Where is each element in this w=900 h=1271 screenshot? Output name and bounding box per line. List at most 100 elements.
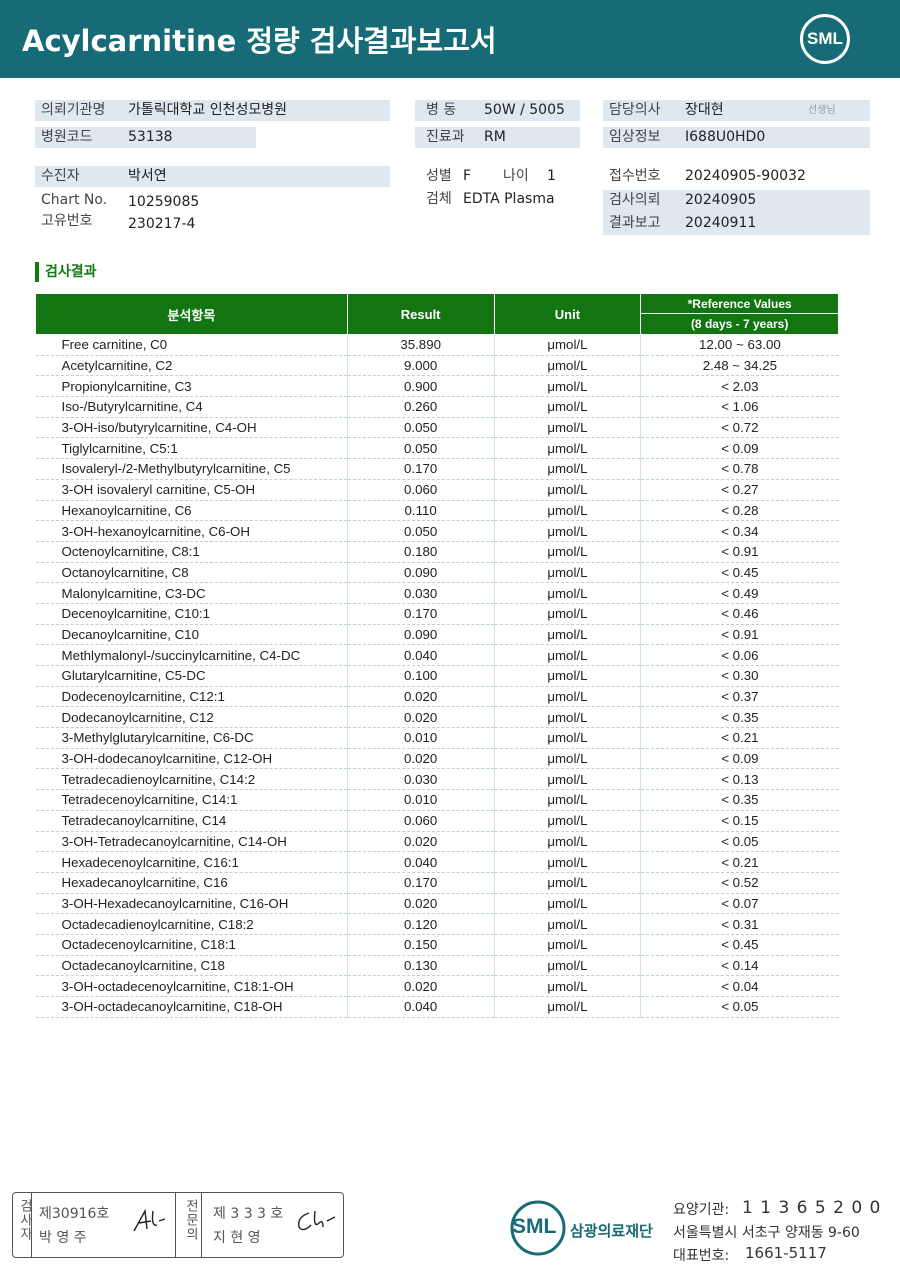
info-value: 50W / 5005 (484, 102, 565, 118)
cell-item: Malonylcarnitine, C3-DC (35, 582, 348, 604)
cell-reference: < 0.27 (640, 479, 839, 501)
table-row: Tiglylcarnitine, C5:1 0.050 μmol/L < 0.09 (35, 437, 839, 460)
company-logo: SML (512, 1215, 557, 1238)
cell-reference: < 0.34 (640, 520, 839, 542)
cell-item: 3-OH isovaleryl carnitine, C5-OH (35, 479, 348, 501)
cell-unit: μmol/L (494, 500, 642, 522)
cell-reference: < 0.07 (640, 893, 839, 915)
info-label: 고유번호 (41, 213, 93, 229)
cell-unit: μmol/L (494, 975, 642, 997)
table-row: 3-OH-Hexadecanoylcarnitine, C16-OH 0.020 μ… (35, 893, 839, 915)
table-row: Propionylcarnitine, C3 0.900 μmol/L < 2.03 (35, 375, 839, 398)
table-body: Free carnitine, C0 35.890 μmol/L 12.00 ~ 63… (35, 334, 839, 1018)
info-label: 임상정보 (609, 129, 661, 145)
cell-item: Glutarylcarnitine, C5-DC (35, 665, 348, 687)
cell-item: Octadecenoylcarnitine, C18:1 (35, 934, 348, 956)
cell-reference: < 0.21 (640, 727, 839, 749)
cell-unit: μmol/L (494, 603, 642, 625)
info-value: 20240905 (685, 192, 757, 208)
table-row: Octenoylcarnitine, C8:1 0.180 μmol/L < 0.91 (35, 541, 839, 563)
care-number: 1 1 3 6 5 2 0 0 (742, 1198, 882, 1218)
cell-result: 0.010 (347, 727, 495, 749)
info-value: I688U0HD0 (685, 129, 766, 145)
table-row: Free carnitine, C0 35.890 μmol/L 12.00 ~ 63… (35, 334, 839, 356)
cell-unit: μmol/L (494, 458, 642, 480)
signer-name: 지 현 영 (213, 1230, 261, 1246)
cell-item: Tetradecenoylcarnitine, C14:1 (35, 789, 348, 811)
cell-result: 35.890 (347, 334, 495, 356)
info-label: 수진자 (41, 168, 80, 184)
table-row: Tetradecadienoylcarnitine, C14:2 0.030 μmo… (35, 768, 839, 791)
info-label: 담당의사 (609, 102, 661, 118)
cell-unit: μmol/L (494, 417, 642, 439)
cell-item: 3-OH-octadecenoylcarnitine, C18:1-OH (35, 975, 348, 997)
info-bar (415, 100, 580, 121)
cell-reference: < 0.14 (640, 955, 839, 977)
cell-result: 0.090 (347, 624, 495, 646)
cell-result: 0.060 (347, 479, 495, 501)
cell-unit: μmol/L (494, 520, 642, 542)
divider (175, 1193, 176, 1257)
cell-reference: < 0.28 (640, 500, 839, 522)
cell-item: Decanoylcarnitine, C10 (35, 624, 348, 646)
cell-unit: μmol/L (494, 768, 642, 791)
cell-reference: < 0.13 (640, 768, 839, 791)
cell-item: Isovaleryl-/2-Methylbutyrylcarnitine, C5 (35, 458, 348, 480)
table-row: Octanoylcarnitine, C8 0.090 μmol/L < 0.45 (35, 562, 839, 584)
cell-item: Free carnitine, C0 (35, 334, 348, 356)
table-row: 3-Methylglutarylcarnitine, C6-DC 0.010 μmo… (35, 727, 839, 749)
cell-reference: < 0.78 (640, 458, 839, 480)
cell-reference: < 0.46 (640, 603, 839, 625)
section-title: 검사결과 (35, 262, 97, 282)
cell-item: Hexadecanoylcarnitine, C16 (35, 872, 348, 894)
cell-item: Octadecadienoylcarnitine, C18:2 (35, 913, 348, 935)
cell-result: 0.050 (347, 520, 495, 542)
signer-number: 제 3 3 3 호 (213, 1206, 284, 1222)
cell-reference: < 0.49 (640, 582, 839, 604)
cell-result: 0.030 (347, 768, 495, 791)
divider (31, 1193, 32, 1257)
cell-reference: < 0.91 (640, 624, 839, 646)
table-row: Isovaleryl-/2-Methylbutyrylcarnitine, C5… (35, 458, 839, 480)
cell-reference: < 0.35 (640, 706, 839, 729)
cell-unit: μmol/L (494, 913, 642, 935)
cell-item: 3-OH-Tetradecanoylcarnitine, C14-OH (35, 831, 348, 853)
cell-result: 0.130 (347, 955, 495, 977)
table-row: Tetradecenoylcarnitine, C14:1 0.010 μmol/L… (35, 789, 839, 811)
table-row: Octadecenoylcarnitine, C18:1 0.150 μmol/L <… (35, 934, 839, 956)
cell-result: 0.040 (347, 996, 495, 1018)
cell-result: 0.110 (347, 500, 495, 522)
address: 서울특별시 서초구 양재동 9-60 (673, 1225, 860, 1241)
cell-item: Octadecanoylcarnitine, C18 (35, 955, 348, 977)
signer-label: 전문의 (183, 1199, 198, 1241)
info-label: 진료과 (426, 129, 465, 145)
info-label: 검사의뢰 (609, 192, 661, 208)
info-value: 230217-4 (128, 216, 196, 232)
info-value: 20240911 (685, 215, 757, 231)
info-bar (603, 100, 870, 121)
cell-unit: μmol/L (494, 686, 642, 708)
cell-result: 0.900 (347, 375, 495, 398)
cell-unit: μmol/L (494, 562, 642, 584)
table-row: Methlymalonyl-/succinylcarnitine, C4-DC 0… (35, 644, 839, 666)
info-value: 박서연 (128, 168, 167, 184)
table-row: Octadecanoylcarnitine, C18 0.130 μmol/L < 0… (35, 955, 839, 977)
cell-item: Tetradecanoylcarnitine, C14 (35, 810, 348, 832)
header-logo: SML (800, 14, 850, 64)
info-value: EDTA Plasma (463, 191, 555, 207)
table-row: 3-OH-Tetradecanoylcarnitine, C14-OH 0.020… (35, 831, 839, 853)
cell-reference: < 0.09 (640, 748, 839, 770)
cell-item: Iso-/Butyrylcarnitine, C4 (35, 396, 348, 418)
cell-reference: < 0.06 (640, 644, 839, 666)
divider (201, 1193, 202, 1257)
cell-item: Acetylcarnitine, C2 (35, 355, 348, 377)
cell-item: Dodecanoylcarnitine, C12 (35, 706, 348, 729)
header-cell: Unit (493, 293, 642, 335)
cell-unit: μmol/L (494, 665, 642, 687)
cell-reference: < 0.52 (640, 872, 839, 894)
cell-unit: μmol/L (494, 893, 642, 915)
header-cell: 분석항목 (35, 293, 348, 335)
cell-reference: < 0.09 (640, 437, 839, 460)
cell-unit: μmol/L (494, 748, 642, 770)
cell-result: 0.050 (347, 437, 495, 460)
